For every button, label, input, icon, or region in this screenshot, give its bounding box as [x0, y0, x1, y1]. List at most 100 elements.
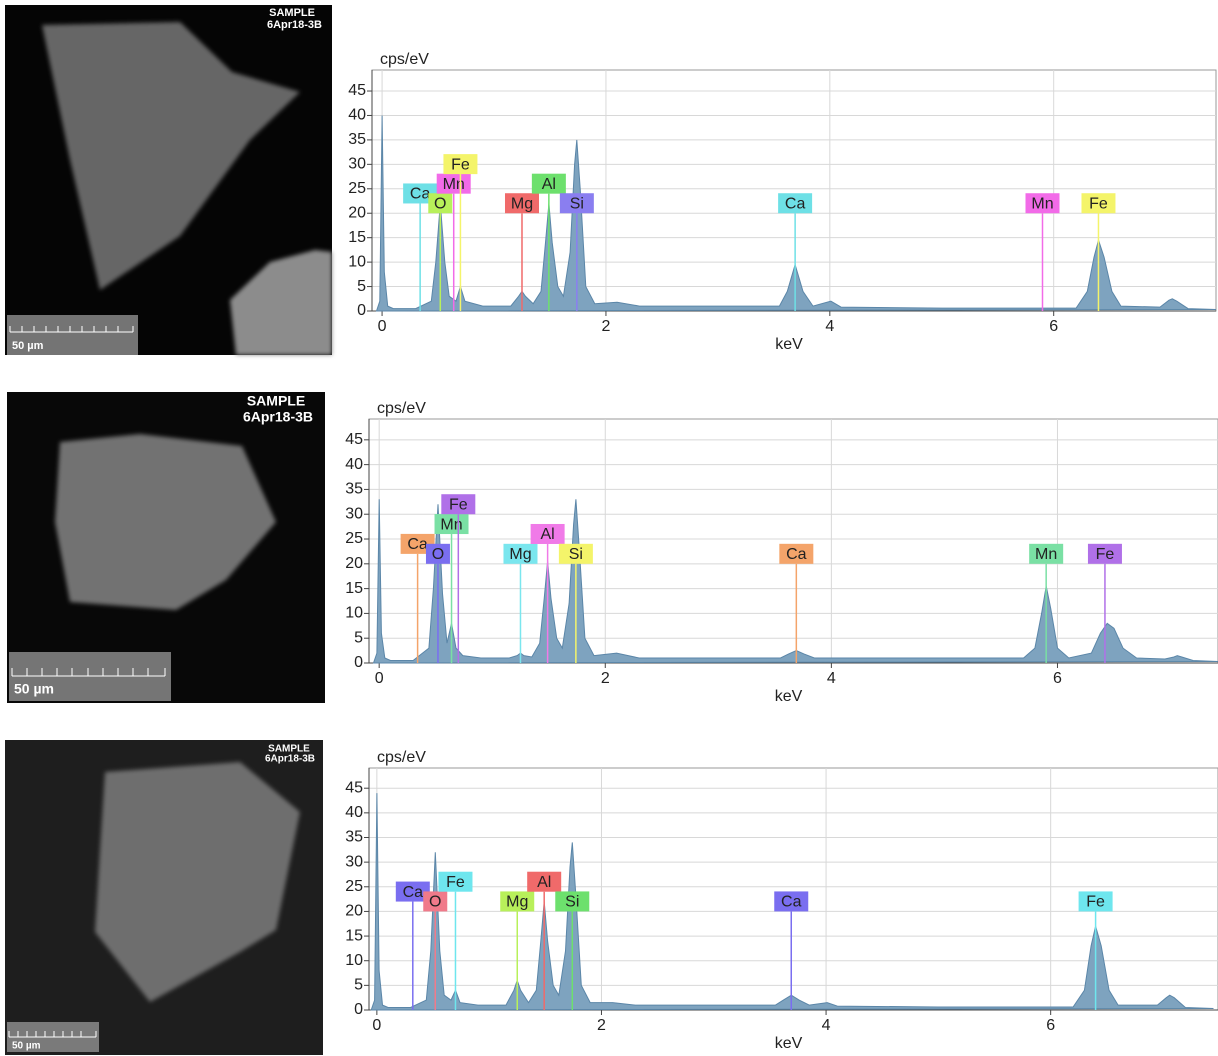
x-tick-label: 4 — [827, 670, 836, 687]
element-label-box — [500, 891, 535, 912]
element-label: Si — [569, 546, 583, 563]
element-label: Fe — [1086, 894, 1105, 911]
element-label-box — [555, 891, 590, 912]
element-label: Fe — [449, 496, 468, 513]
element-label-box — [1025, 193, 1060, 214]
element-label-box — [425, 543, 450, 564]
y-tick-label: 10 — [345, 605, 363, 622]
scale-label: 50 µm — [12, 1041, 41, 1052]
x-axis-title: keV — [775, 336, 803, 353]
sem-image: SAMPLE 6Apr18-3B 50 µm — [5, 740, 323, 1055]
element-label: Si — [570, 195, 584, 212]
scale-box — [7, 315, 138, 355]
y-tick-label: 20 — [345, 903, 363, 920]
x-tick-label: 2 — [597, 1017, 606, 1034]
x-tick-label: 2 — [601, 318, 610, 335]
element-label: Al — [542, 176, 556, 193]
y-tick-label: 10 — [348, 253, 366, 270]
element-label-box — [428, 193, 453, 214]
y-tick-label: 25 — [345, 530, 363, 547]
x-tick-label: 6 — [1053, 670, 1062, 687]
y-tick-label: 30 — [345, 853, 363, 870]
grain — [42, 22, 300, 290]
scale-label: 50 µm — [14, 681, 54, 697]
y-tick-label: 25 — [345, 878, 363, 895]
sem-image: SAMPLE 6Apr18-3B 50 µm — [5, 5, 332, 355]
element-label: O — [429, 894, 441, 911]
sample-label: SAMPLE — [247, 393, 305, 409]
x-tick-label: 4 — [822, 1017, 831, 1034]
y-tick-label: 45 — [345, 779, 363, 796]
plot-area — [368, 418, 1218, 664]
element-label-box — [774, 891, 809, 912]
element-label: Fe — [446, 874, 465, 891]
plot-area — [368, 767, 1218, 1011]
x-tick-label: 0 — [372, 1017, 381, 1034]
element-label: Mn — [1035, 546, 1057, 563]
element-label-box — [778, 193, 813, 214]
x-axis-title: keV — [775, 1035, 803, 1052]
element-label: Mg — [509, 546, 531, 563]
grain — [95, 762, 300, 1002]
y-tick-label: 5 — [354, 629, 363, 646]
sample-label: SAMPLE — [268, 744, 310, 755]
y-tick-label: 25 — [348, 180, 366, 197]
element-label: O — [432, 546, 444, 563]
element-label-box — [441, 494, 476, 515]
x-tick-label: 0 — [375, 670, 384, 687]
y-tick-label: 20 — [348, 204, 366, 221]
x-tick-label: 0 — [378, 318, 387, 335]
element-label-box — [438, 871, 473, 892]
element-label-box — [1078, 891, 1113, 912]
element-label: Al — [541, 526, 555, 543]
element-label: Ca — [403, 884, 424, 901]
element-label-box — [530, 523, 565, 544]
element-label: Fe — [1096, 546, 1115, 563]
element-label-box — [503, 543, 538, 564]
element-label: O — [434, 195, 446, 212]
y-tick-label: 40 — [348, 107, 366, 124]
y-tick-label: 0 — [354, 1001, 363, 1018]
element-label: Ca — [407, 536, 428, 553]
element-label-box — [531, 173, 566, 194]
element-label-box — [1087, 543, 1122, 564]
y-tick-label: 45 — [348, 82, 366, 99]
sample-id: 6Apr18-3B — [267, 19, 322, 31]
element-label: Mg — [511, 195, 533, 212]
y-tick-label: 10 — [345, 952, 363, 969]
y-tick-label: 0 — [354, 654, 363, 671]
element-label-box — [395, 881, 430, 902]
sem-image: SAMPLE 6Apr18-3B 50 µm — [7, 392, 325, 703]
element-label-box — [423, 891, 448, 912]
y-tick-label: 30 — [345, 505, 363, 522]
sample-id: 6Apr18-3B — [265, 754, 315, 765]
y-tick-label: 30 — [348, 156, 366, 173]
x-axis-title: keV — [775, 688, 803, 705]
y-tick-label: 15 — [348, 229, 366, 246]
y-tick-label: 40 — [345, 456, 363, 473]
element-label: Mn — [1031, 195, 1053, 212]
scale-bar — [9, 326, 134, 333]
y-axis-title: cps/eV — [377, 749, 426, 766]
y-tick-label: 45 — [345, 431, 363, 448]
element-label: Ca — [781, 894, 802, 911]
y-tick-label: 20 — [345, 555, 363, 572]
element-label: Mn — [440, 516, 462, 533]
grain — [230, 250, 332, 355]
spectrum — [372, 499, 1218, 664]
y-tick-label: 15 — [345, 927, 363, 944]
element-label: Fe — [451, 156, 470, 173]
scale-label: 50 µm — [12, 340, 44, 352]
x-tick-label: 4 — [825, 318, 834, 335]
y-axis-title: cps/eV — [380, 51, 429, 68]
element-label-box — [1029, 543, 1064, 564]
y-tick-label: 5 — [357, 278, 366, 295]
element-label-box — [434, 514, 469, 535]
scale-bar — [8, 1031, 97, 1038]
element-label-box — [1081, 193, 1116, 214]
element-label-box — [436, 173, 471, 194]
y-tick-label: 40 — [345, 804, 363, 821]
element-label: Mn — [443, 176, 465, 193]
element-label: Ca — [785, 195, 806, 212]
